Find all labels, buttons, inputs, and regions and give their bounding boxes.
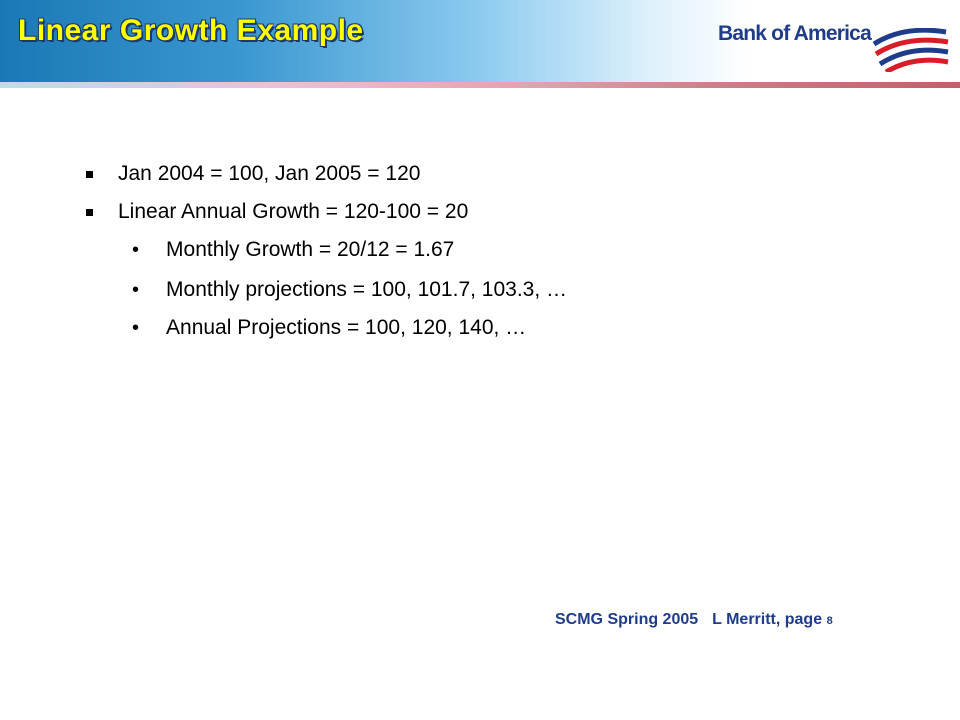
bullet-item: Linear Annual Growth = 120-100 = 20 xyxy=(86,200,468,224)
round-bullet-icon: • xyxy=(132,317,140,339)
square-bullet-icon xyxy=(86,170,93,178)
slide-title: Linear Growth Example xyxy=(18,14,364,47)
sub-bullet-item: • Annual Projections = 100, 120, 140, … xyxy=(132,316,526,340)
round-bullet-icon: • xyxy=(132,279,140,301)
footer-author-page: L Merritt, page xyxy=(712,611,823,628)
bank-of-america-logo: Bank of America xyxy=(718,22,954,78)
header-divider xyxy=(0,82,960,88)
sub-bullet-item: • Monthly projections = 100, 101.7, 103.… xyxy=(132,278,567,302)
bullet-item: Jan 2004 = 100, Jan 2005 = 120 xyxy=(86,162,420,186)
bullet-text: Jan 2004 = 100, Jan 2005 = 120 xyxy=(118,162,421,185)
footer-event: SCMG Spring 2005 xyxy=(555,611,699,628)
round-bullet-icon: • xyxy=(132,239,140,261)
logo-text: Bank of America xyxy=(718,22,872,45)
square-bullet-icon xyxy=(86,208,93,216)
bullet-text: Monthly projections = 100, 101.7, 103.3,… xyxy=(166,278,568,301)
bullet-text: Annual Projections = 100, 120, 140, … xyxy=(166,316,527,339)
page-number: 8 xyxy=(826,615,833,627)
flag-icon xyxy=(872,28,949,72)
bullet-text: Monthly Growth = 20/12 = 1.67 xyxy=(166,238,455,261)
slide-footer: SCMG Spring 2005 L Merritt, page 8 xyxy=(555,611,833,629)
bullet-text: Linear Annual Growth = 120-100 = 20 xyxy=(118,200,469,223)
header-band xyxy=(0,0,960,82)
sub-bullet-item: • Monthly Growth = 20/12 = 1.67 xyxy=(132,238,454,262)
